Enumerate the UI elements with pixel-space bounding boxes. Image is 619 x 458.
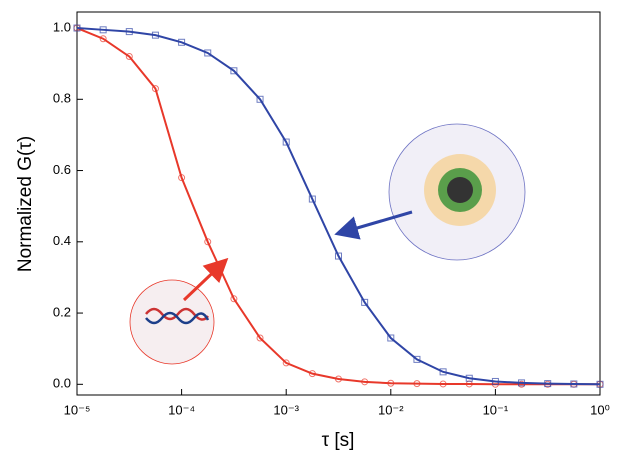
arrow [182,257,229,302]
series-line [76,27,600,386]
plot-frame [76,11,601,396]
y-axis-title: Normalized G(τ) [15,136,36,272]
data-marker [256,95,264,103]
micelle-core [447,177,473,203]
data-marker [361,298,369,306]
data-marker [204,49,212,57]
x-tick-label: 10⁻³ [273,402,299,417]
data-marker [282,359,290,367]
series-line [76,27,601,386]
data-marker [230,295,238,303]
y-tick-label: 0.6 [53,162,71,177]
x-tick-label: 10⁰ [590,402,610,417]
dna-bubble [129,279,215,365]
data-marker [282,138,290,146]
data-marker [256,334,264,342]
y-tick-label: 0.0 [53,376,71,391]
data-marker [413,355,421,363]
data-marker [308,195,316,203]
y-tick-label: 0.4 [53,233,71,248]
x-tick-label: 10⁻¹ [483,402,509,417]
x-tick-label: 10⁻² [378,402,404,417]
x-axis-title: τ [s] [322,430,355,451]
data-marker [125,53,133,61]
x-tick-label: 10⁻⁴ [168,402,195,417]
data-marker [387,334,395,342]
x-tick-label: 10⁻⁵ [64,402,91,417]
arrow [334,210,413,240]
dna-strand [145,311,210,325]
illustrations [129,123,526,365]
y-tick-label: 0.8 [53,91,71,106]
data-marker [230,67,238,75]
data-marker [99,35,107,43]
y-tick-label: 0.2 [53,304,71,319]
y-tick-label: 1.0 [53,19,71,34]
data-marker [204,238,212,246]
dna-strand [145,307,209,321]
data-marker [334,252,342,260]
